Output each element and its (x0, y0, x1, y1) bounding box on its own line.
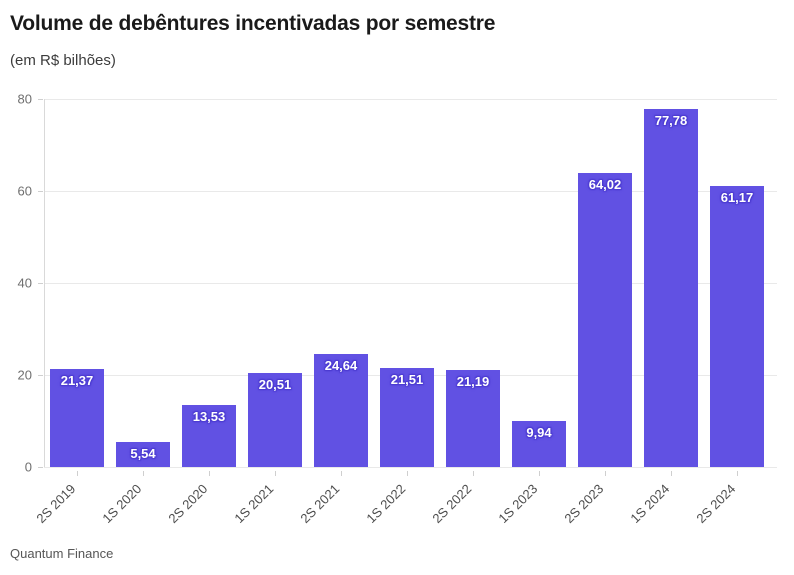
x-axis-tick (77, 471, 78, 476)
bar: 21,51 (380, 368, 434, 467)
y-tick-label: 80 (17, 91, 32, 107)
bar-value-label: 64,02 (588, 176, 622, 192)
y-tick-label: 60 (17, 183, 32, 199)
x-tick-label: 1S 2023 (495, 481, 541, 527)
x-axis-tick (275, 471, 276, 476)
x-axis-tick (605, 471, 606, 476)
bar: 61,17 (710, 185, 764, 467)
x-tick-label: 1S 2020 (99, 481, 145, 527)
x-axis-tick (539, 471, 540, 476)
x-axis-tick (407, 471, 408, 476)
bar: 13,53 (182, 404, 236, 467)
bar: 20,51 (248, 372, 302, 467)
x-tick-label: 2S 2020 (165, 481, 211, 527)
y-axis-line (44, 99, 45, 467)
bar: 21,19 (446, 369, 500, 467)
x-tick-label: 1S 2024 (627, 481, 673, 527)
bar: 24,64 (314, 353, 368, 467)
bar-value-label: 21,37 (60, 372, 94, 388)
bar: 64,02 (578, 172, 632, 467)
x-axis-tick (341, 471, 342, 476)
bar: 5,54 (116, 441, 170, 467)
x-axis-tick (473, 471, 474, 476)
x-axis-tick (143, 471, 144, 476)
bar-value-label: 24,64 (324, 357, 358, 373)
y-gridline (44, 191, 777, 192)
y-axis-tick (38, 467, 43, 468)
y-axis-tick (38, 375, 43, 376)
x-tick-label: 2S 2023 (561, 481, 607, 527)
source-label: Quantum Finance (10, 546, 114, 561)
y-axis-tick (38, 99, 43, 100)
bar: 77,78 (644, 109, 698, 467)
chart-subtitle: (em R$ bilhões) (10, 52, 116, 69)
y-gridline (44, 467, 777, 468)
bar: 21,37 (50, 368, 104, 467)
bar-value-label: 13,53 (192, 408, 226, 424)
y-gridline (44, 99, 777, 100)
y-tick-label: 20 (17, 367, 32, 383)
y-axis-tick (38, 283, 43, 284)
x-tick-label: 1S 2021 (231, 481, 277, 527)
x-axis-tick (209, 471, 210, 476)
y-tick-label: 40 (17, 275, 32, 291)
y-axis-tick (38, 191, 43, 192)
bar-value-label: 20,51 (258, 376, 292, 392)
chart-title: Volume de debêntures incentivadas por se… (10, 12, 496, 35)
bar-value-label: 9,94 (526, 425, 552, 441)
bar-value-label: 21,19 (456, 373, 490, 389)
x-axis-tick (671, 471, 672, 476)
bar-value-label: 21,51 (390, 372, 424, 388)
x-axis-tick (737, 471, 738, 476)
bar-value-label: 61,17 (720, 189, 754, 205)
x-tick-label: 2S 2019 (33, 481, 79, 527)
y-gridline (44, 283, 777, 284)
bar-value-label: 77,78 (654, 113, 688, 129)
bar: 9,94 (512, 421, 566, 467)
y-tick-label: 0 (24, 459, 32, 475)
x-tick-label: 2S 2024 (693, 481, 739, 527)
bar-value-label: 5,54 (130, 445, 156, 461)
x-tick-label: 2S 2021 (297, 481, 343, 527)
x-tick-label: 1S 2022 (363, 481, 409, 527)
x-tick-label: 2S 2022 (429, 481, 475, 527)
